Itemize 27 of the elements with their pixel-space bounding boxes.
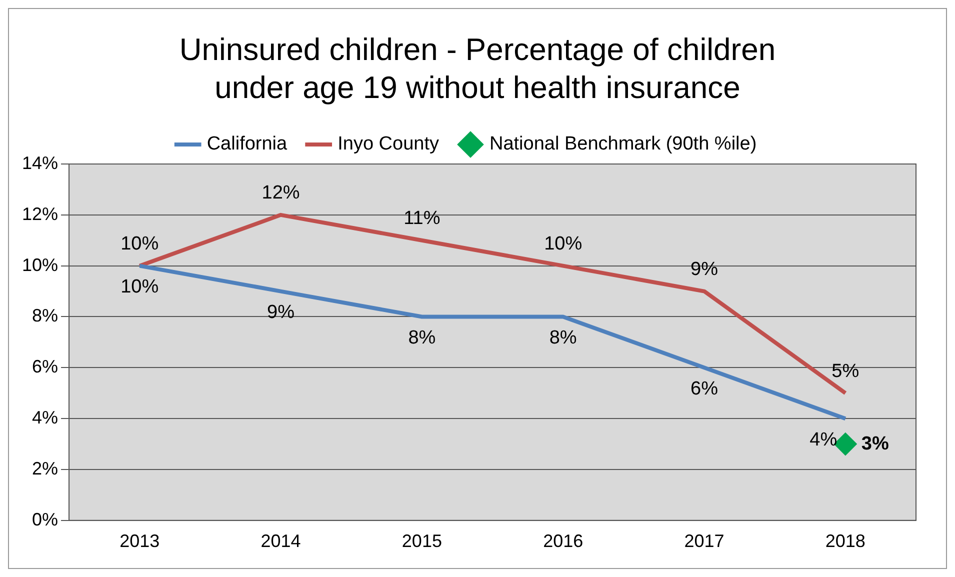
y-tick-label: 14%	[22, 152, 58, 173]
x-tick-label: 2013	[120, 531, 160, 552]
y-tick-label: 8%	[32, 306, 58, 326]
x-tick-label: 2017	[684, 531, 724, 552]
data-label: 8%	[408, 327, 436, 348]
chart-title: Uninsured children - Percentage of children under age 19 without health insurance	[178, 31, 777, 107]
legend-label: Inyo County	[338, 134, 440, 155]
legend-label: California	[206, 134, 288, 155]
data-label: 3%	[861, 433, 889, 454]
y-tick-label: 10%	[22, 254, 58, 275]
data-label: 6%	[690, 378, 718, 400]
legend-label: National Benchmark (90th %ile)	[489, 134, 757, 155]
x-tick-label: 2015	[402, 531, 442, 552]
x-tick-label: 2018	[825, 531, 866, 552]
y-tick-label: 0%	[32, 509, 58, 530]
x-tick-label: 2016	[543, 531, 584, 552]
x-tick-label: 2014	[260, 531, 301, 552]
data-label: 10%	[544, 234, 582, 255]
y-tick-label: 12%	[22, 204, 58, 224]
data-label: 4%	[810, 429, 838, 450]
y-tick-label: 4%	[32, 408, 58, 428]
data-label: 12%	[262, 182, 300, 204]
y-tick-label: 6%	[32, 356, 58, 377]
data-label: 8%	[549, 327, 577, 348]
y-tick-label: 2%	[32, 458, 58, 478]
data-label: 10%	[120, 276, 159, 298]
data-label: 10%	[120, 234, 159, 255]
